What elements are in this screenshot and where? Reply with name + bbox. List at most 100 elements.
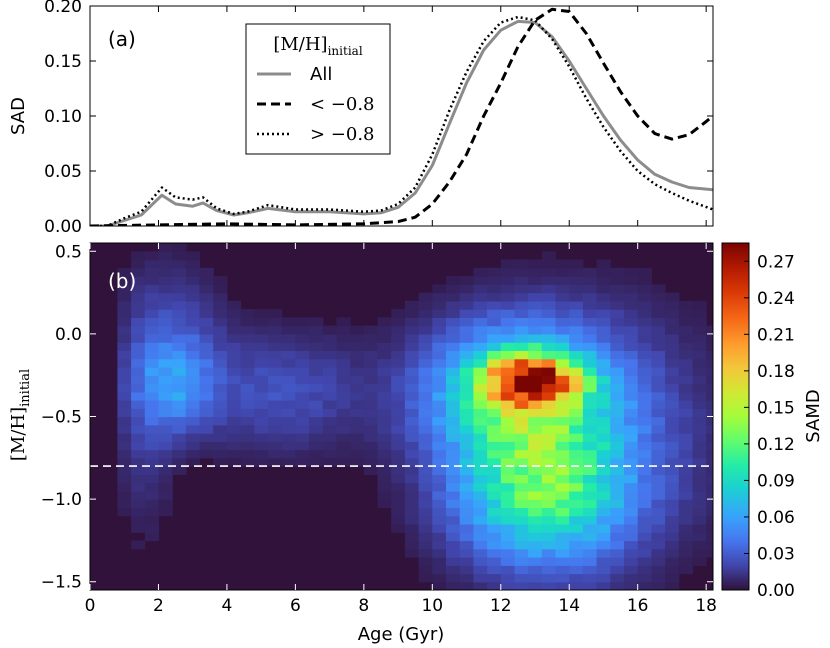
legend: [M/H]initial All < −0.8 > −0.8 [245, 23, 391, 155]
heatmap-cell [418, 557, 433, 566]
heatmap-cell [514, 284, 529, 294]
heatmap-cell [555, 466, 570, 475]
heatmap-cell [487, 284, 502, 294]
heatmap-cell [131, 333, 146, 343]
heatmap-cell [268, 375, 283, 385]
heatmap-cell [610, 532, 625, 542]
heatmap-cell [637, 581, 652, 590]
heatmap-cell [624, 292, 639, 302]
heatmap-cell [487, 317, 502, 327]
heatmap-cell [596, 565, 611, 575]
heatmap-cell [199, 300, 214, 310]
heatmap-cell [692, 300, 707, 310]
heatmap-cell [596, 573, 611, 583]
heatmap-cell [117, 309, 132, 318]
heatmap-cell [500, 325, 516, 335]
heatmap-cell [514, 490, 529, 500]
heatmap-cell [487, 375, 502, 385]
heatmap-cell [678, 383, 694, 393]
heatmap-cell [336, 408, 351, 418]
heatmap-cell [199, 375, 214, 385]
heatmap-cell [172, 284, 187, 294]
heatmap-cell [500, 474, 516, 484]
heatmap-cell [185, 400, 201, 409]
colorbar-tick-label: 0.06 [757, 508, 795, 528]
heatmap-cell [199, 416, 214, 426]
heatmap-cell [541, 474, 557, 484]
heatmap-cell [665, 292, 680, 302]
heatmap-cell [199, 366, 214, 376]
heatmap-cell [254, 342, 269, 351]
heatmap-cell [665, 515, 680, 525]
heatmap-cell [418, 457, 433, 467]
heatmap-cell [172, 449, 187, 459]
heatmap-cell [651, 391, 666, 401]
heatmap-cell [185, 433, 201, 442]
heatmap-cell [432, 433, 447, 442]
heatmap-cell [268, 325, 283, 335]
heatmap-cell [541, 400, 557, 409]
heatmap-cell [541, 333, 557, 343]
heatmap-cell [432, 424, 447, 434]
heatmap-cell [706, 499, 713, 508]
heatmap-cell [665, 309, 680, 318]
heatmap-x-tick-label: 10 [421, 596, 443, 616]
heatmap-cell [487, 350, 502, 360]
heatmap-cell [117, 499, 132, 508]
heatmap-cell [473, 333, 488, 343]
heatmap-cell [158, 276, 173, 285]
sad-y-tick-label: 0.20 [44, 0, 82, 17]
heatmap-cell [418, 548, 433, 558]
heatmap-cell [117, 433, 132, 442]
heatmap-cell [637, 276, 652, 285]
heatmap-cell [706, 507, 713, 517]
heatmap-cell [199, 383, 214, 393]
heatmap-cell [624, 433, 639, 442]
heatmap-x-tick-label: 18 [695, 596, 717, 616]
heatmap-cell [185, 251, 201, 261]
heatmap-cell [541, 325, 557, 335]
heatmap-cell [610, 424, 625, 434]
heatmap-cell [637, 573, 652, 583]
heatmap-cell [528, 333, 543, 343]
heatmap-cell [692, 416, 707, 426]
heatmap-cell [500, 391, 516, 401]
heatmap-cell [446, 358, 461, 368]
heatmap-cell [555, 391, 570, 401]
heatmap-cell [500, 292, 516, 302]
heatmap-cell [144, 325, 160, 335]
heatmap-cell [281, 317, 296, 327]
heatmap-cell [678, 482, 694, 492]
heatmap-cell [692, 523, 707, 533]
heatmap-cell [363, 342, 379, 351]
heatmap-cell [596, 523, 611, 533]
heatmap-cell [528, 358, 543, 368]
heatmap-cell [377, 466, 392, 475]
heatmap-cell [692, 482, 707, 492]
heatmap-cell [610, 325, 625, 335]
heatmap-cell [213, 400, 228, 409]
heatmap-cell [144, 523, 160, 533]
heatmap-cell [637, 565, 652, 575]
heatmap-cell [473, 400, 488, 409]
heatmap-cell [582, 565, 598, 575]
heatmap-cell [555, 449, 570, 459]
heatmap-cell [432, 540, 447, 550]
heatmap-cell [459, 276, 474, 285]
heatmap-cell [541, 251, 557, 261]
heatmap-cell [336, 391, 351, 401]
heatmap-cell [569, 507, 584, 517]
heatmap-cell [473, 523, 488, 533]
heatmap-cell [678, 523, 694, 533]
colorbar: 0.00 0.03 0.06 0.09 0.12 0.15 0.18 0.21 0.24 0.27… [721, 242, 824, 601]
heatmap-cell [404, 466, 420, 475]
heatmap-cell [363, 358, 379, 368]
heatmap-cell [446, 350, 461, 360]
heatmap-cell [582, 548, 598, 558]
heatmap-cell [692, 366, 707, 376]
heatmap-cell [185, 416, 201, 426]
heatmap-cell [363, 424, 379, 434]
heatmap-cell [418, 416, 433, 426]
heatmap-cell [432, 325, 447, 335]
heatmap-x-tick-label: 4 [222, 596, 233, 616]
